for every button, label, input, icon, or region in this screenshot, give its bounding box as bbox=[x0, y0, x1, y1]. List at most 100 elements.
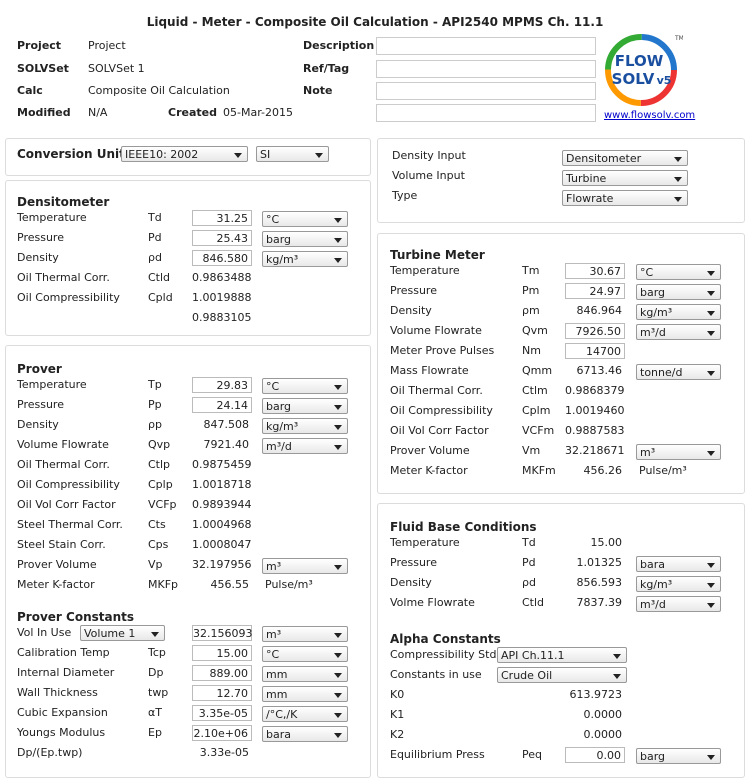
row-symbol: Pp bbox=[148, 398, 162, 411]
row-input[interactable]: 12.70 bbox=[192, 685, 252, 701]
row-symbol: Cts bbox=[148, 518, 166, 531]
input-label: Density Input bbox=[392, 149, 466, 162]
field-label: Description bbox=[303, 39, 375, 52]
row-symbol: Ctlm bbox=[522, 384, 548, 397]
row-input[interactable]: 30.67 bbox=[565, 263, 625, 279]
row-symbol: Qvm bbox=[522, 324, 548, 337]
row-value: 1.0018718 bbox=[192, 478, 252, 491]
unit-select[interactable]: kg/m³ bbox=[262, 418, 348, 434]
row-label: Oil Vol Corr Factor bbox=[390, 424, 489, 437]
row-value: 32.218671 bbox=[565, 444, 625, 457]
row-input[interactable]: 24.97 bbox=[565, 283, 625, 299]
row-label: Oil Compressibility bbox=[390, 404, 493, 417]
row-symbol: Qvp bbox=[148, 438, 171, 451]
unit-select[interactable]: bara bbox=[636, 556, 721, 572]
row-value: 1.0019888 bbox=[192, 291, 252, 304]
unit-select[interactable]: °C bbox=[262, 211, 348, 227]
row-label: Calibration Temp bbox=[17, 646, 110, 659]
description-input[interactable] bbox=[376, 37, 596, 55]
section-title: Fluid Base Conditions bbox=[390, 520, 537, 534]
section-title: Alpha Constants bbox=[390, 632, 501, 646]
row-label: Density bbox=[17, 418, 59, 431]
row-select[interactable]: API Ch.11.1 bbox=[497, 647, 627, 663]
unit-select[interactable]: barg bbox=[262, 398, 348, 414]
row-input[interactable]: 2.10e+06 bbox=[192, 725, 252, 741]
section-title: Prover bbox=[17, 362, 62, 376]
unit-select[interactable]: °C bbox=[262, 378, 348, 394]
unit-select[interactable]: tonne/d bbox=[636, 364, 721, 380]
unit-select[interactable]: m³/d bbox=[636, 596, 721, 612]
row-value: 1.0019460 bbox=[565, 404, 625, 417]
row-input[interactable]: 32.156093 bbox=[192, 625, 253, 641]
unit-select[interactable]: SI bbox=[256, 146, 329, 162]
row-symbol: Qmm bbox=[522, 364, 553, 377]
field-label: Calc bbox=[17, 84, 43, 97]
row-input[interactable]: 29.83 bbox=[192, 377, 252, 393]
input-label: Volume Input bbox=[392, 169, 465, 182]
row-symbol: Vp bbox=[148, 558, 163, 571]
ref-tag-input[interactable] bbox=[376, 60, 596, 78]
unit-select[interactable]: kg/m³ bbox=[636, 304, 721, 320]
row-input[interactable]: 31.25 bbox=[192, 210, 252, 226]
unit-select[interactable]: barg bbox=[636, 748, 721, 764]
unit-select[interactable]: m³ bbox=[262, 626, 348, 642]
unit-select[interactable]: m³ bbox=[636, 444, 721, 460]
row-input[interactable]: 889.00 bbox=[192, 665, 252, 681]
unit-select[interactable]: °C bbox=[636, 264, 721, 280]
row-value: 0.9875459 bbox=[192, 458, 252, 471]
row-select[interactable]: Crude Oil bbox=[497, 667, 627, 683]
unit-select[interactable]: barg bbox=[262, 231, 348, 247]
field-value: N/A bbox=[88, 106, 108, 119]
row-label: K0 bbox=[390, 688, 405, 701]
unit-select[interactable]: mm bbox=[262, 666, 348, 682]
input-select[interactable]: Turbine bbox=[562, 170, 688, 186]
row-input[interactable]: 14700 bbox=[565, 343, 625, 359]
website-link[interactable]: www.flowsolv.com bbox=[604, 110, 696, 121]
field-label: SOLVSet bbox=[17, 62, 69, 75]
row-input[interactable]: 0.00 bbox=[565, 747, 625, 763]
section-title: Densitometer bbox=[17, 195, 110, 209]
unit-select[interactable]: IEEE10: 2002 bbox=[121, 146, 248, 162]
unit-select[interactable]: /°C,/K bbox=[262, 706, 348, 722]
unit-select[interactable]: mm bbox=[262, 686, 348, 702]
row-value: 0.0000 bbox=[583, 728, 623, 741]
unit-select[interactable]: kg/m³ bbox=[636, 576, 721, 592]
row-label: Oil Thermal Corr. bbox=[390, 384, 483, 397]
row-symbol: Tcp bbox=[148, 646, 166, 659]
logo-tm: TM bbox=[674, 35, 683, 42]
row-symbol: VCFm bbox=[522, 424, 555, 437]
row-select[interactable]: Volume 1 bbox=[80, 625, 165, 641]
unit-select[interactable]: m³ bbox=[262, 558, 348, 574]
row-value: 456.26 bbox=[583, 464, 623, 477]
unit-select[interactable]: °C bbox=[262, 646, 348, 662]
row-symbol: Pd bbox=[148, 231, 162, 244]
input-select[interactable]: Densitometer bbox=[562, 150, 688, 166]
row-input[interactable]: 15.00 bbox=[192, 645, 252, 661]
row-label: Meter K-factor bbox=[390, 464, 468, 477]
row-input[interactable]: 7926.50 bbox=[565, 323, 625, 339]
row-input[interactable]: 846.580 bbox=[192, 250, 252, 266]
field-label: Created bbox=[168, 106, 217, 119]
row-value: 6713.46 bbox=[576, 364, 623, 377]
row-input[interactable]: 3.35e-05 bbox=[192, 705, 252, 721]
row-value: 456.55 bbox=[210, 578, 250, 591]
row-symbol: Cps bbox=[148, 538, 169, 551]
row-input[interactable]: 25.43 bbox=[192, 230, 252, 246]
unit-select[interactable]: m³/d bbox=[636, 324, 721, 340]
unit-select[interactable]: m³/d bbox=[262, 438, 348, 454]
row-label: Prover Volume bbox=[390, 444, 470, 457]
input-select[interactable]: Flowrate bbox=[562, 190, 688, 206]
unit-select[interactable]: barg bbox=[636, 284, 721, 300]
unit-select[interactable]: kg/m³ bbox=[262, 251, 348, 267]
row-label: Temperature bbox=[390, 264, 460, 277]
row-input[interactable]: 24.14 bbox=[192, 397, 252, 413]
note-input[interactable] bbox=[376, 82, 596, 100]
row-symbol: Cplp bbox=[148, 478, 173, 491]
row-label: Constants in use bbox=[390, 668, 482, 681]
fluid-panel bbox=[377, 503, 745, 778]
row-label: Wall Thickness bbox=[17, 686, 98, 699]
extra-input[interactable] bbox=[376, 104, 596, 122]
unit-select[interactable]: bara bbox=[262, 726, 348, 742]
row-label: Equilibrium Press bbox=[390, 748, 485, 761]
row-label: Density bbox=[390, 304, 432, 317]
